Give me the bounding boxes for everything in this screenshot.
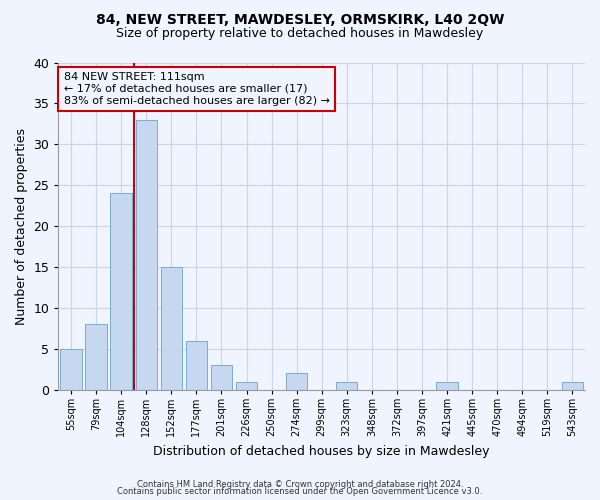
Bar [211,366,232,390]
Bar [110,194,132,390]
Bar [186,340,207,390]
Y-axis label: Number of detached properties: Number of detached properties [15,128,28,324]
Bar [436,382,458,390]
Bar [161,267,182,390]
Bar [61,349,82,390]
Text: 84 NEW STREET: 111sqm
← 17% of detached houses are smaller (17)
83% of semi-deta: 84 NEW STREET: 111sqm ← 17% of detached … [64,72,330,106]
Text: Contains HM Land Registry data © Crown copyright and database right 2024.: Contains HM Land Registry data © Crown c… [137,480,463,489]
Bar [562,382,583,390]
Bar [286,374,307,390]
Bar [236,382,257,390]
X-axis label: Distribution of detached houses by size in Mawdesley: Distribution of detached houses by size … [154,444,490,458]
Bar [85,324,107,390]
Bar [336,382,358,390]
Text: Contains public sector information licensed under the Open Government Licence v3: Contains public sector information licen… [118,487,482,496]
Bar [136,120,157,390]
Text: Size of property relative to detached houses in Mawdesley: Size of property relative to detached ho… [116,28,484,40]
Text: 84, NEW STREET, MAWDESLEY, ORMSKIRK, L40 2QW: 84, NEW STREET, MAWDESLEY, ORMSKIRK, L40… [96,12,504,26]
